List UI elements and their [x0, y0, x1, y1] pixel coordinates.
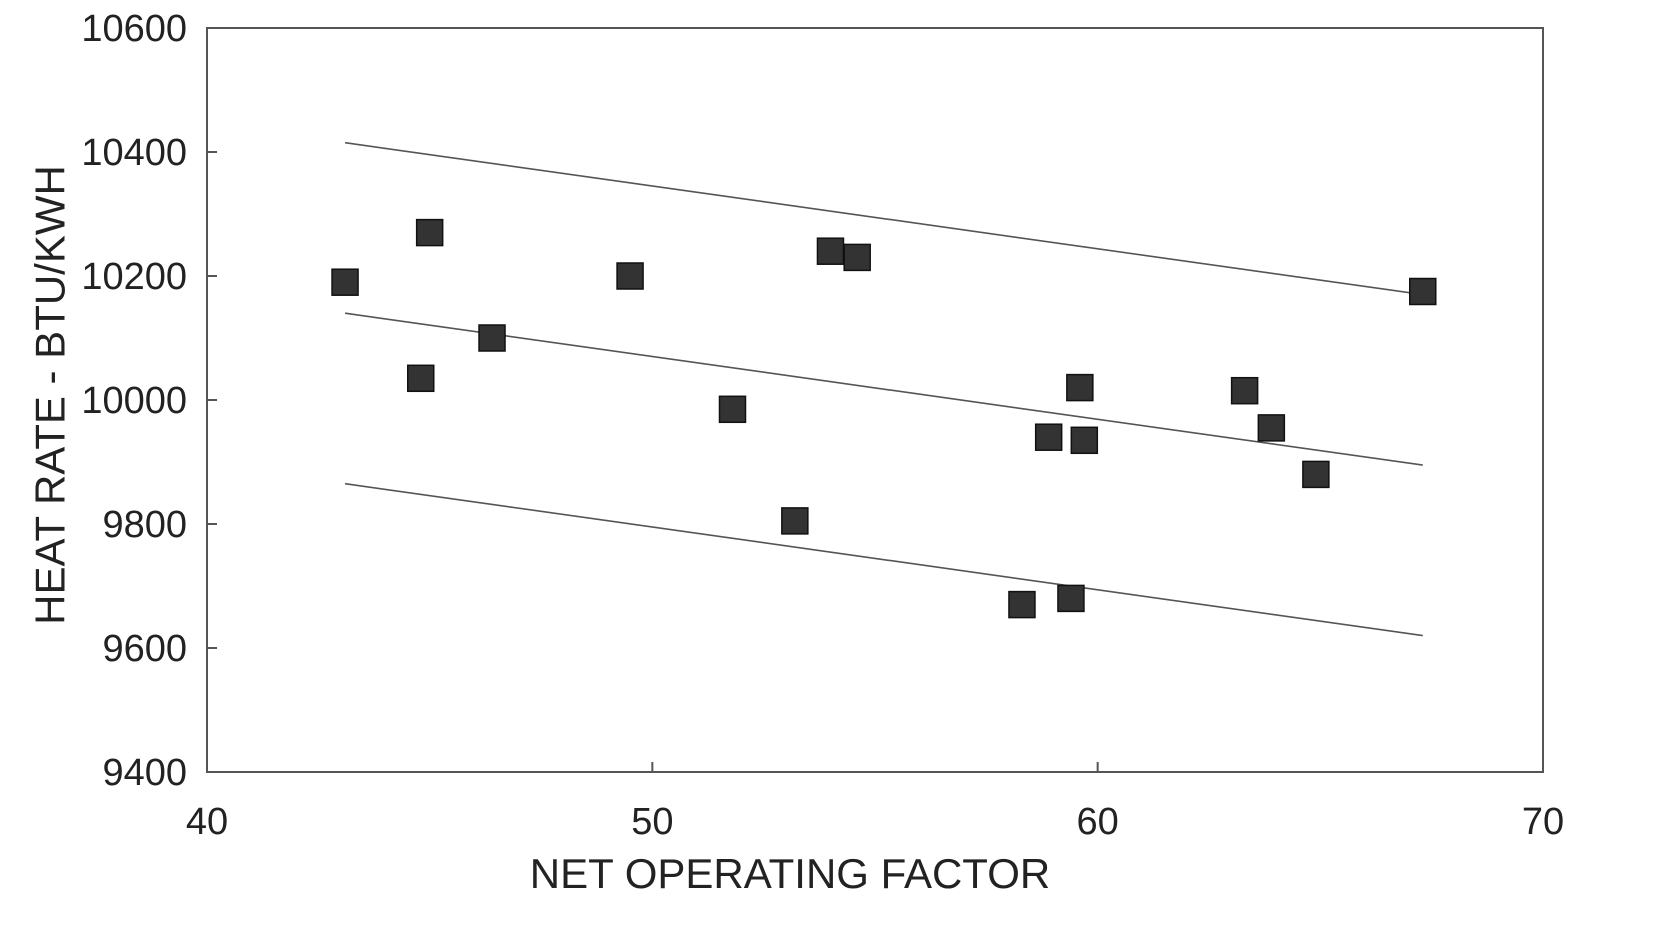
data-point	[1230, 376, 1259, 405]
x-tick-label: 50	[631, 801, 673, 843]
y-tick-label: 10200	[81, 256, 187, 298]
data-point	[1066, 373, 1094, 402]
plot-frame	[206, 27, 1544, 773]
x-tick-label: 40	[186, 801, 228, 843]
data-point	[478, 324, 506, 352]
y-axis-title: HEAT RATE - BTU/KWH	[27, 165, 74, 625]
data-point	[816, 237, 845, 265]
x-tick-label: 60	[1077, 801, 1119, 843]
y-tick-label: 9400	[102, 752, 187, 794]
x-axis-ticks: 40 50 60 70	[186, 762, 1564, 843]
data-point	[1008, 590, 1036, 619]
trend-line-3	[344, 482, 1423, 637]
data-point	[1034, 423, 1063, 451]
trend-line-2	[344, 312, 1423, 466]
data-point	[1057, 584, 1085, 613]
data-point	[843, 243, 871, 272]
y-axis-ticks: 9400 9600 9800 10000 10200 10400 10600	[81, 8, 217, 794]
data-point	[1257, 414, 1286, 442]
data-point	[1409, 277, 1437, 306]
data-point	[1302, 460, 1330, 489]
data-point	[718, 395, 747, 424]
trend-line-1	[344, 141, 1423, 296]
regression-lines	[344, 141, 1423, 637]
x-tick-label: 70	[1522, 801, 1564, 843]
data-point	[616, 262, 644, 290]
y-tick-label: 10600	[81, 8, 187, 50]
y-tick-label: 10400	[81, 132, 187, 174]
x-axis-title: NET OPERATING FACTOR	[530, 850, 1050, 897]
data-point	[781, 507, 809, 535]
data-point	[407, 364, 435, 393]
data-points	[331, 218, 1437, 619]
data-point	[415, 218, 444, 247]
data-point	[331, 268, 359, 296]
y-tick-label: 9800	[102, 504, 187, 546]
y-tick-label: 10000	[81, 380, 187, 422]
data-point	[1070, 426, 1099, 455]
y-tick-label: 9600	[102, 628, 187, 670]
